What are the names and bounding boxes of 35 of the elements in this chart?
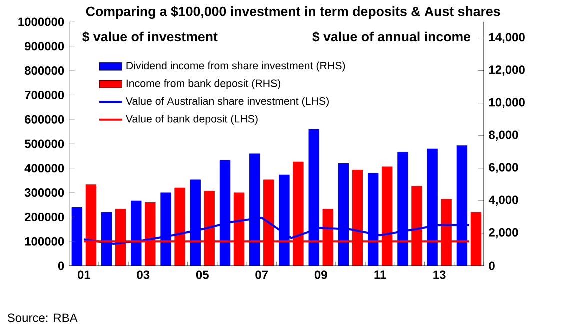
y-axis-title: $ value of investment [82, 32, 218, 42]
y-tick-label: 700000 [25, 90, 64, 100]
y-tick-label: 1000000 [18, 18, 64, 26]
y2-tick-label: 12,000 [489, 66, 525, 76]
y-tick-label: 600000 [25, 115, 64, 124]
y2-tick-label: 6,000 [489, 163, 518, 174]
y2-tick-label: 0 [489, 262, 495, 270]
y2-axis-title: $ value of annual income [312, 32, 471, 42]
y-tick-label: 100000 [25, 237, 64, 246]
legend-label: Value of bank deposit (LHS) [126, 114, 258, 125]
y-tick-label: 400000 [24, 164, 64, 173]
source-note: Source: RBA [8, 314, 78, 322]
y2-tick-label: 8,000 [489, 130, 518, 141]
x-tick-label: 05 [196, 270, 209, 280]
x-tick-label: 03 [137, 270, 150, 280]
y2-tick-label: 10,000 [489, 98, 525, 108]
legend-label: Income from bank deposit (RHS) [126, 79, 281, 90]
y2-tick-label: 2,000 [489, 228, 518, 239]
x-tick-label: 13 [434, 270, 446, 280]
y-tick-label: 200000 [25, 212, 64, 222]
y-tick-label: 800000 [24, 66, 64, 76]
legend-label: Value of Australian share investment (LHS) [126, 97, 329, 108]
chart-title: Comparing a $100,000 investment in term deposits & Aust shares [86, 6, 500, 20]
y-tick-label: 900000 [25, 42, 64, 51]
x-tick-label: 11 [374, 270, 386, 279]
x-tick-label: 01 [78, 270, 90, 280]
y-tick-label: 500000 [24, 140, 64, 148]
y-tick-label: 0 [58, 262, 64, 270]
bar [470, 212, 482, 266]
x-tick-label: 09 [314, 270, 328, 280]
y-tick-label: 300000 [24, 188, 64, 198]
x-tick-label: 07 [256, 270, 268, 280]
y2-tick-label: 4,000 [488, 196, 518, 206]
y2-tick-label: 14,000 [489, 33, 525, 44]
legend-label: Dividend income from share investment (RHS) [126, 62, 346, 72]
